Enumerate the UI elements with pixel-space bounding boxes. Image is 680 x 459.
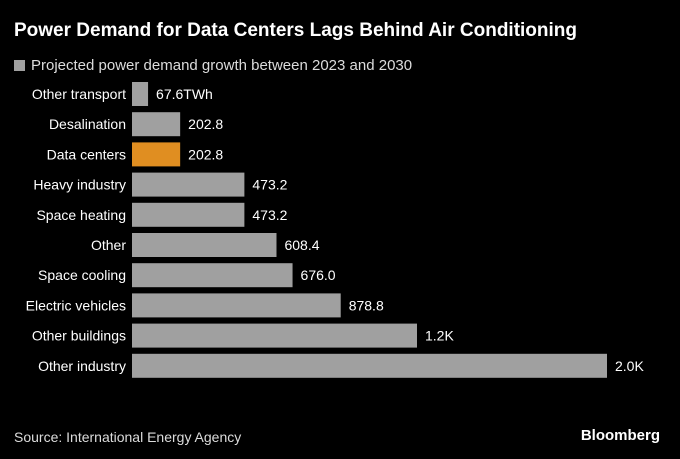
legend-label: Projected power demand growth between 20… <box>31 57 413 74</box>
bar-heavy-industry <box>132 172 245 197</box>
bar-other-buildings <box>132 323 417 348</box>
category-label-space-cooling: Space cooling <box>38 267 126 283</box>
value-label-desalination: 202.8 <box>188 116 223 132</box>
bar-other-industry <box>132 353 607 378</box>
value-label-electric-vehicles: 878.8 <box>349 297 384 313</box>
category-label-space-heating: Space heating <box>36 207 126 223</box>
value-label-other-transport: 67.6TWh <box>156 86 213 102</box>
bar-electric-vehicles <box>132 293 341 318</box>
category-label-data-centers: Data centers <box>47 146 126 162</box>
bloomberg-logo: Bloomberg <box>580 427 660 444</box>
category-label-heavy-industry: Heavy industry <box>33 177 126 193</box>
bar-other <box>132 233 277 257</box>
bar-space-cooling <box>132 263 293 288</box>
category-label-desalination: Desalination <box>49 116 126 132</box>
chart-title: Power Demand for Data Centers Lags Behin… <box>14 20 578 41</box>
category-label-other-industry: Other industry <box>38 358 126 374</box>
legend: Projected power demand growth between 20… <box>14 57 412 74</box>
bar-desalination <box>132 112 181 137</box>
bar-space-heating <box>132 202 245 227</box>
category-label-electric-vehicles: Electric vehicles <box>26 297 126 313</box>
value-label-space-cooling: 676.0 <box>301 267 336 283</box>
category-label-other-transport: Other transport <box>32 86 126 102</box>
value-label-other-industry: 2.0K <box>615 358 644 374</box>
value-label-space-heating: 473.2 <box>252 207 287 223</box>
value-label-other-buildings: 1.2K <box>425 328 454 344</box>
source-note: Source: International Energy Agency <box>14 429 242 445</box>
value-label-data-centers: 202.8 <box>188 146 223 162</box>
bar-other-transport <box>132 82 149 106</box>
legend-swatch <box>14 60 25 71</box>
category-label-other: Other <box>91 237 126 253</box>
bar-data-centers <box>132 142 181 167</box>
category-label-other-buildings: Other buildings <box>32 328 126 344</box>
value-label-other: 608.4 <box>284 237 319 253</box>
value-label-heavy-industry: 473.2 <box>252 177 287 193</box>
